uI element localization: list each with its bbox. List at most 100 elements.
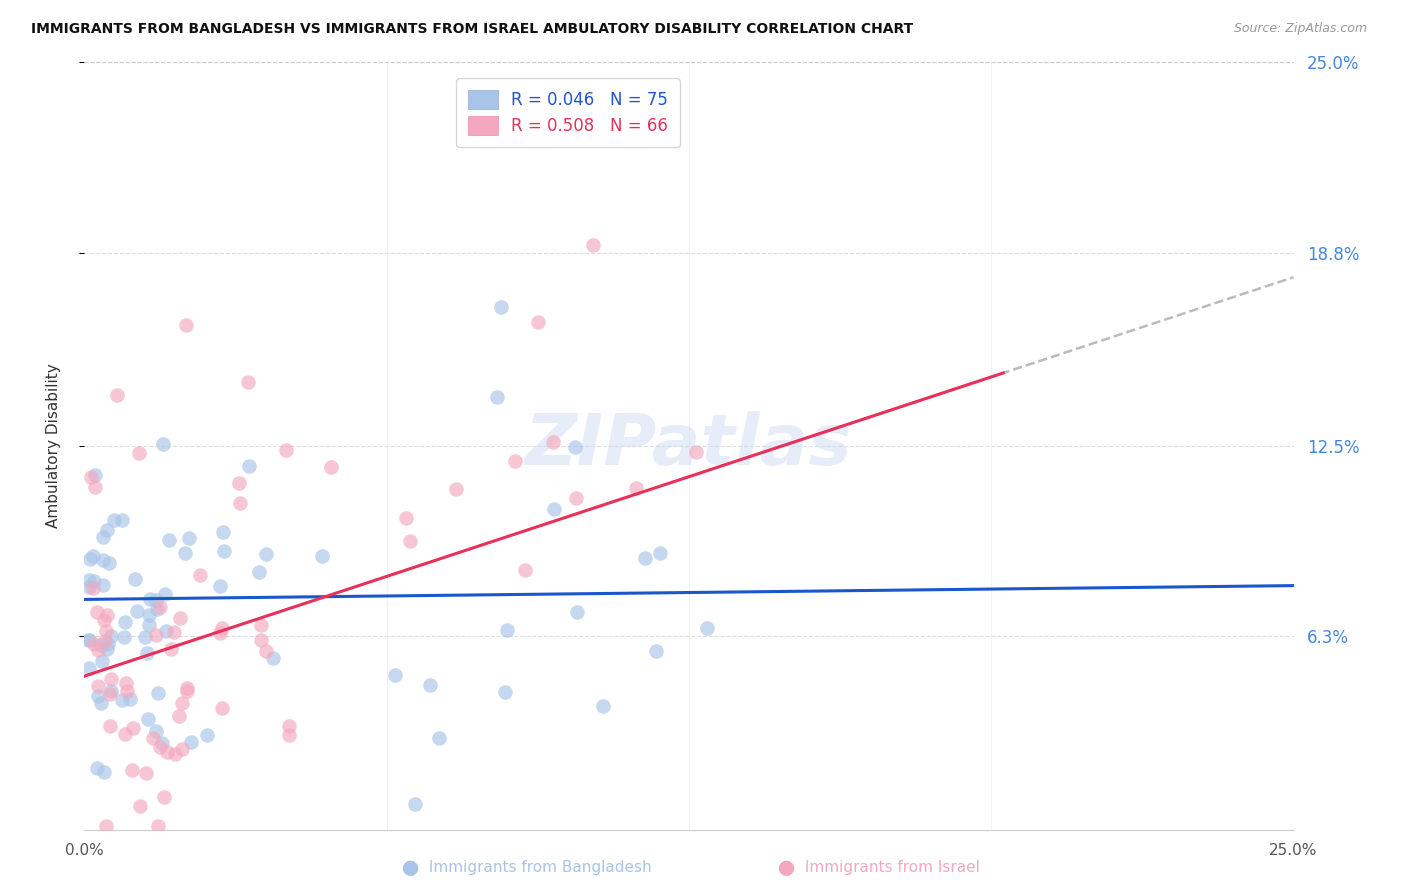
Point — [90, 696, 112, 710]
Point — [77, 633, 100, 648]
Point — [87, 679, 110, 693]
Point — [153, 587, 176, 601]
Point — [83, 574, 105, 589]
Point — [211, 621, 233, 635]
Point — [624, 481, 647, 495]
Point — [82, 581, 104, 595]
Point — [96, 624, 118, 639]
Point — [83, 637, 105, 651]
Point — [543, 501, 565, 516]
Point — [138, 618, 160, 632]
Point — [120, 692, 142, 706]
Point — [128, 798, 150, 813]
Point — [91, 531, 114, 545]
Point — [180, 735, 202, 749]
Point — [82, 549, 104, 563]
Point — [121, 763, 143, 777]
Point — [496, 624, 519, 638]
Point — [247, 566, 270, 580]
Point — [115, 684, 138, 698]
Y-axis label: Ambulatory Disability: Ambulatory Disability — [46, 364, 60, 528]
Point — [152, 437, 174, 451]
Point — [634, 550, 657, 565]
Point — [278, 719, 301, 733]
Point — [169, 708, 191, 723]
Point — [564, 440, 586, 454]
Point — [163, 624, 186, 639]
Point — [155, 624, 177, 639]
Point — [494, 685, 516, 699]
Point — [384, 668, 406, 682]
Point — [110, 513, 132, 527]
Point — [444, 482, 467, 496]
Point — [149, 740, 172, 755]
Point — [124, 572, 146, 586]
Point — [278, 728, 301, 742]
Point — [122, 721, 145, 735]
Point — [262, 651, 284, 665]
Point — [90, 638, 112, 652]
Point — [211, 700, 233, 714]
Point — [503, 453, 526, 467]
Text: IMMIGRANTS FROM BANGLADESH VS IMMIGRANTS FROM ISRAEL AMBULATORY DISABILITY CORRE: IMMIGRANTS FROM BANGLADESH VS IMMIGRANTS… — [31, 22, 912, 37]
Point — [146, 686, 169, 700]
Point — [419, 678, 441, 692]
Point — [77, 573, 100, 587]
Text: Source: ZipAtlas.com: Source: ZipAtlas.com — [1233, 22, 1367, 36]
Point — [582, 237, 605, 252]
Point — [321, 459, 343, 474]
Point — [156, 745, 179, 759]
Point — [176, 683, 198, 698]
Point — [311, 549, 333, 564]
Point — [195, 728, 218, 742]
Point — [685, 445, 707, 459]
Point — [100, 629, 122, 643]
Point — [79, 552, 101, 566]
Point — [228, 476, 250, 491]
Point — [136, 712, 159, 726]
Point — [188, 568, 211, 582]
Point — [136, 647, 159, 661]
Point — [170, 696, 193, 710]
Point — [105, 387, 128, 401]
Text: ZIPatlas: ZIPatlas — [526, 411, 852, 481]
Point — [567, 605, 589, 619]
Point — [97, 557, 120, 571]
Point — [128, 446, 150, 460]
Point — [149, 599, 172, 614]
Point — [77, 661, 100, 675]
Point — [80, 470, 103, 484]
Point — [527, 315, 550, 329]
Point — [276, 442, 298, 457]
Point — [91, 553, 114, 567]
Point — [399, 533, 422, 548]
Point — [169, 611, 191, 625]
Point — [159, 641, 181, 656]
Point — [96, 523, 118, 537]
Point — [91, 578, 114, 592]
Point — [139, 592, 162, 607]
Point — [77, 633, 100, 648]
Point — [163, 747, 186, 762]
Point — [176, 681, 198, 695]
Point — [98, 719, 121, 733]
Point — [93, 765, 115, 780]
Point — [90, 654, 112, 668]
Point — [173, 546, 195, 560]
Point — [103, 514, 125, 528]
Point — [135, 765, 157, 780]
Point — [98, 687, 121, 701]
Legend: R = 0.046   N = 75, R = 0.508   N = 66: R = 0.046 N = 75, R = 0.508 N = 66 — [457, 78, 679, 147]
Point — [87, 642, 110, 657]
Point — [645, 644, 668, 658]
Point — [485, 390, 508, 404]
Text: ⬤  Immigrants from Israel: ⬤ Immigrants from Israel — [778, 860, 980, 876]
Point — [250, 633, 273, 648]
Point — [87, 689, 110, 703]
Point — [157, 533, 180, 547]
Point — [177, 531, 200, 545]
Point — [86, 761, 108, 775]
Point — [395, 510, 418, 524]
Point — [170, 741, 193, 756]
Point — [142, 731, 165, 746]
